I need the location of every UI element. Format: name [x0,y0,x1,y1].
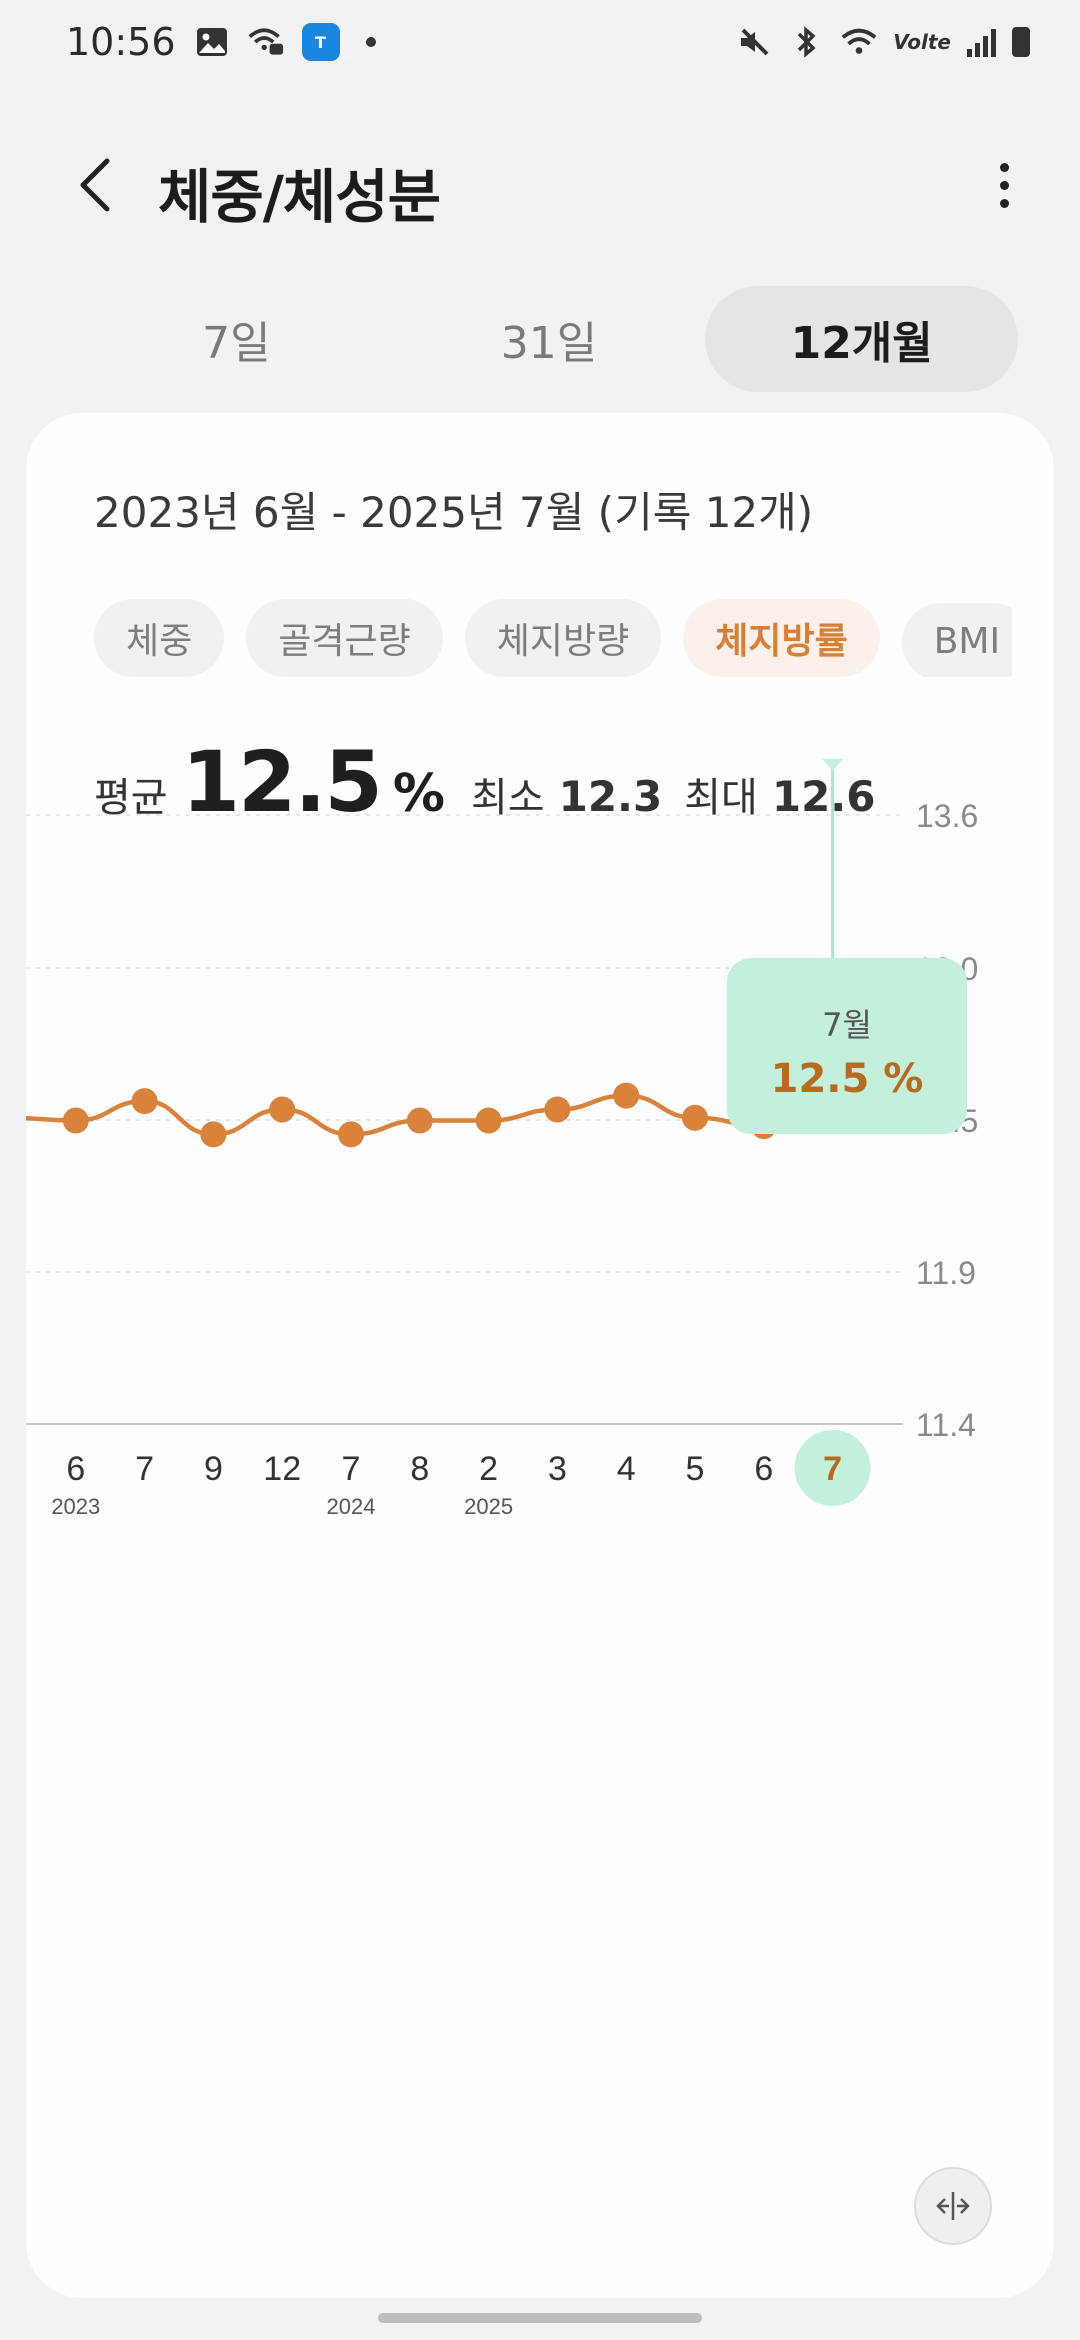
mute-icon [737,24,773,60]
summary-stats: 평균 12.5 % 최소 12.3 최대 12.6 [94,733,875,831]
more-dot-icon [999,198,1009,208]
y-tick-label: 13.6 [916,798,978,834]
data-point [475,1107,502,1134]
year-label: 2024 [327,1494,376,1519]
max-value: 12.6 [771,772,876,821]
bluetooth-icon [789,24,825,60]
data-point [544,1096,571,1123]
status-time: 10:56 [66,20,176,64]
chip-skeletal-muscle[interactable]: 골격근량 [246,599,443,677]
x-tick-label: 2 [479,1450,498,1488]
signal-icon [967,27,996,57]
x-tick-label: 7 [823,1450,842,1488]
page-title: 체중/체성분 [158,163,441,231]
image-icon [194,24,230,60]
tooltip-pointer [822,759,843,771]
volte-label: Volte [893,30,951,54]
x-tick-label: 12 [263,1450,301,1488]
chart-tooltip: 7월 12.5 % [727,958,967,1134]
x-tick-label: 8 [410,1450,429,1488]
more-options-button[interactable] [974,150,1034,220]
wifi-chat-icon [248,24,284,60]
chip-bmi[interactable]: BMI [901,602,1012,677]
data-point [269,1096,296,1123]
max-label: 최대 [684,775,758,821]
min-value: 12.3 [558,772,663,821]
data-point [406,1107,433,1134]
back-button[interactable] [64,152,124,218]
chip-body-fat-percent[interactable]: 체지방률 [683,599,880,677]
period-tabs: 7일 31일 12개월 [80,286,1019,392]
selected-month-marker [794,1430,871,1506]
body-fat-chart[interactable]: 13.613.012.511.911.496791278234567202320… [26,413,1054,2298]
tab-12-months[interactable]: 12개월 [705,286,1019,392]
data-point [131,1088,158,1115]
body-composition-card: 2023년 6월 - 2025년 7월 (기록 12개) 체중 골격근량 체지방량 체… [26,413,1054,2298]
tooltip-month: 7월 [822,1006,872,1044]
year-label: 2023 [51,1494,100,1519]
x-tick-label: 6 [754,1450,773,1488]
data-point [62,1107,89,1134]
chevron-left-icon [80,158,110,212]
app-header: 체중/체성분 [0,130,1080,240]
tab-31-days[interactable]: 31일 [500,318,598,369]
chip-body-fat-mass[interactable]: 체지방량 [464,599,662,677]
x-tick-label: 5 [686,1450,705,1488]
x-tick-label: 6 [66,1450,85,1488]
x-tick-label: 7 [135,1450,154,1488]
data-point [338,1121,364,1148]
tooltip-value: 12.5 % [770,1056,924,1102]
battery-icon [1012,27,1030,57]
data-point [682,1104,708,1131]
more-dot-icon [999,180,1009,190]
y-tick-label: 11.4 [916,1407,976,1443]
x-tick-label: 4 [617,1450,636,1488]
more-notifications-dot [365,37,376,47]
expand-chart-button[interactable] [914,2167,992,2245]
average-unit: % [392,764,445,824]
data-point [200,1121,227,1148]
tab-7-days[interactable]: 7일 [202,318,271,369]
x-tick-label: 7 [342,1450,361,1488]
y-tick-label: 11.9 [916,1255,976,1291]
app-notification-icon: T [301,23,340,61]
x-tick-label: 3 [548,1450,567,1488]
wifi-icon [841,24,877,60]
metric-chips: 체중 골격근량 체지방량 체지방률 BMI [94,599,1012,677]
status-bar: 10:56 T Volte [0,0,1080,84]
min-label: 최소 [470,775,545,821]
more-dot-icon [999,162,1009,172]
date-range-label: 2023년 6월 - 2025년 7월 (기록 12개) [94,488,814,537]
year-label: 2025 [464,1494,513,1519]
data-point [613,1082,640,1109]
x-tick-label: 9 [204,1450,223,1488]
chip-weight[interactable]: 체중 [94,599,225,677]
average-label: 평균 [94,775,168,821]
home-indicator[interactable] [378,2313,702,2323]
expand-horizontal-icon [936,2192,970,2220]
